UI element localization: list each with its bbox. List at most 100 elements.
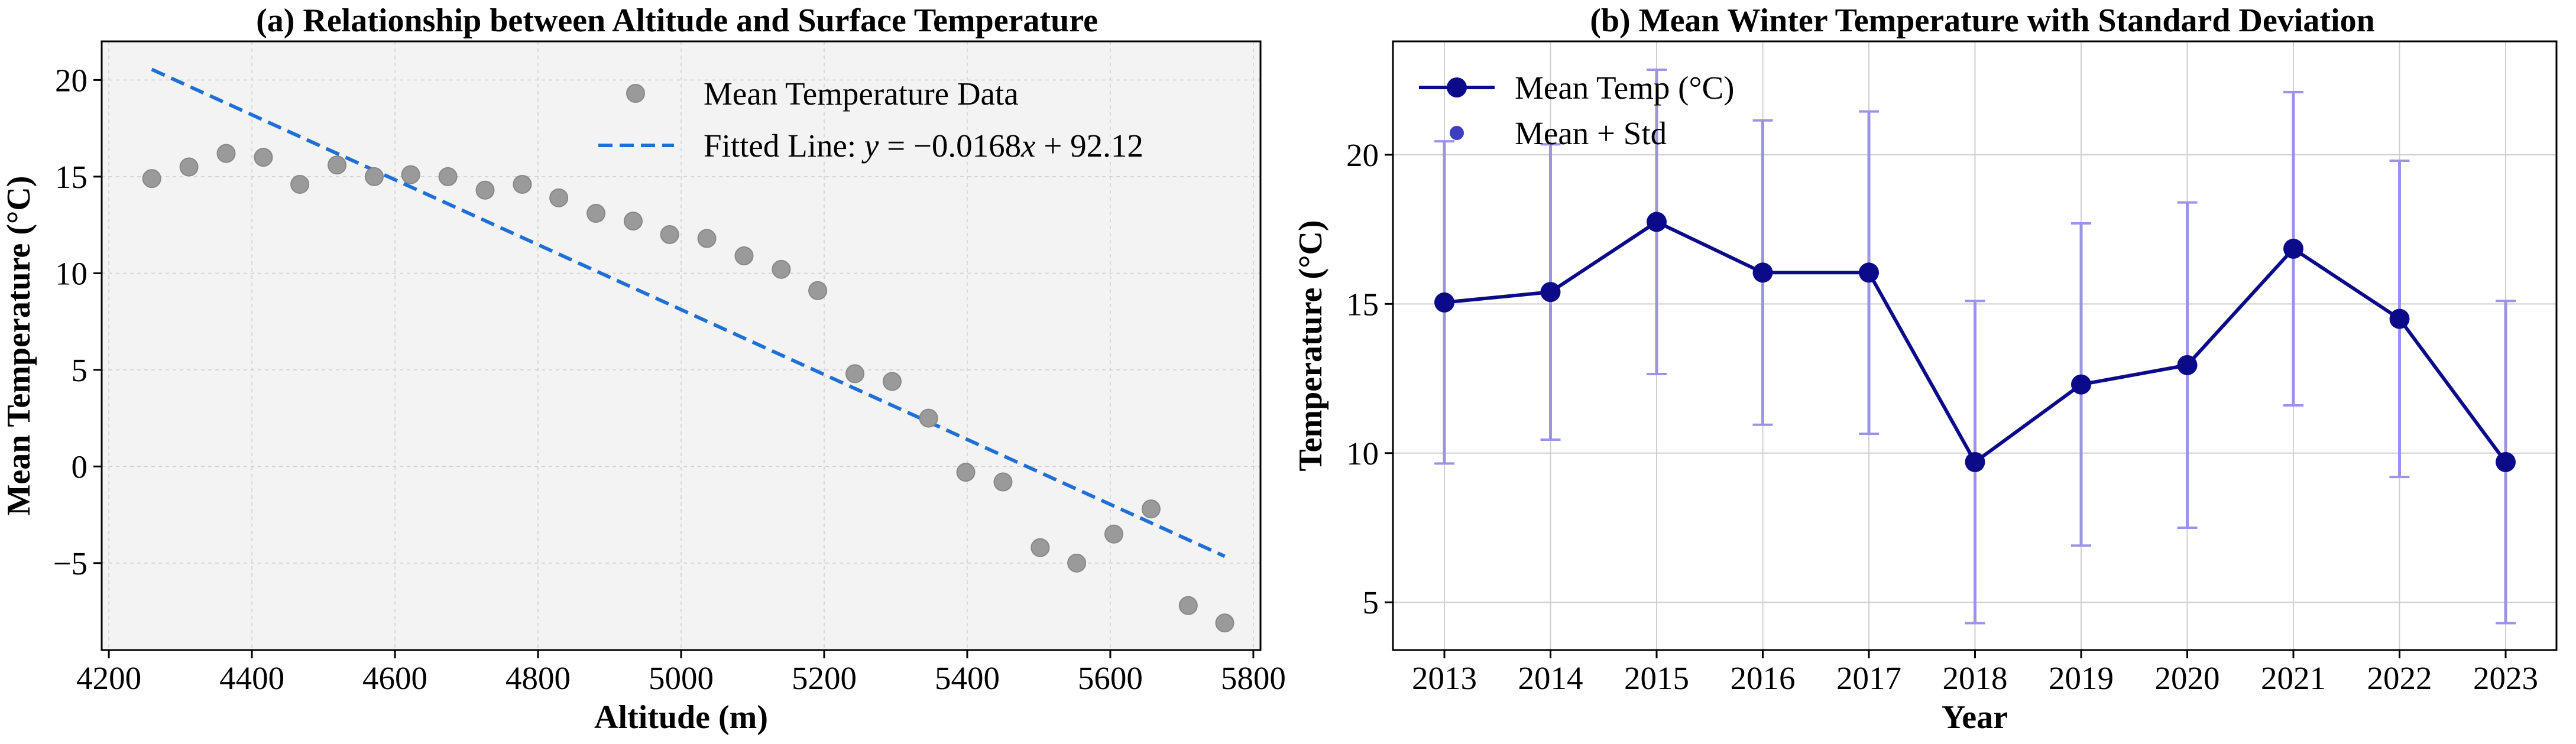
legend-fit-eq-mid: = −0.0168	[879, 128, 1021, 164]
panel-a-data-point	[993, 472, 1013, 492]
panel-a-data-point	[734, 246, 754, 265]
panel-b-y-axis-label: Temperature (°C)	[1292, 220, 1329, 471]
panel-b-x-tick-label: 2015	[1624, 660, 1689, 696]
panel-a-data-point	[216, 144, 236, 163]
panel-a-data-point	[1215, 613, 1234, 633]
panel-a-points	[142, 144, 1234, 633]
panel-b-y-tick-label: 15	[1346, 286, 1379, 322]
panel-b-x-tick-label: 2019	[2049, 660, 2114, 696]
panel-a-data-point	[1141, 499, 1161, 519]
panel-b-data-point	[1434, 292, 1454, 313]
panel-b-y-tick-label: 5	[1363, 584, 1379, 620]
panel-b-data-point	[1647, 212, 1667, 232]
panel-a-y-tick-label: 15	[55, 159, 88, 195]
panel-b-data-point	[2283, 238, 2303, 259]
panel-a-x-tick-label: 5600	[1078, 660, 1143, 696]
legend-std-label: Mean + Std	[1515, 115, 1667, 151]
panel-b-x-tick-label: 2014	[1518, 660, 1583, 696]
panel-b-data-point	[2389, 308, 2410, 329]
panel-a-x-ticks: 4200 4400 4600 4800 5000 5200 5400 5600 5800	[76, 650, 1286, 696]
legend-fit-eq-x: x	[1020, 128, 1036, 164]
panel-a-fit-line	[151, 67, 1226, 558]
panel-b-x-tick-label: 2021	[2261, 660, 2326, 696]
panel-a-x-tick-label: 4400	[219, 660, 284, 696]
legend-std-marker	[1450, 126, 1464, 140]
legend-fit-eq-tail: + 92.12	[1036, 128, 1143, 164]
panel-a-data-point	[475, 180, 495, 200]
panel-b-x-tick-label: 2017	[1836, 660, 1901, 696]
legend-mean-label: Mean Temp (°C)	[1515, 70, 1735, 106]
panel-a-y-tick-label: 10	[55, 255, 88, 291]
panel-a-data-point	[1031, 538, 1050, 557]
panel-a-x-tick-label: 5200	[792, 660, 857, 696]
panel-a-x-tick-label: 5000	[649, 660, 714, 696]
panel-b-data-point	[2071, 374, 2091, 395]
panel-a-data-point	[1104, 524, 1123, 544]
panel-b-data-point	[2496, 451, 2516, 472]
panel-a-data-point	[660, 225, 679, 244]
panel-a-y-tick-label: 20	[55, 62, 88, 98]
panel-a-data-point	[845, 364, 864, 384]
panel-b-x-tick-label: 2016	[1731, 660, 1796, 696]
panel-a-data-point	[401, 165, 420, 184]
panel-a-data-point	[549, 188, 569, 207]
panel-b-y-ticks: 5 10 15 20	[1346, 137, 1393, 620]
panel-a-y-tick-label: 5	[72, 352, 88, 388]
panel-a-x-axis-label: Altitude (m)	[594, 699, 768, 736]
panel-a-data-point	[290, 174, 310, 194]
panel-a-x-tick-label: 4600	[362, 660, 427, 696]
panel-b-x-axis-label: Year	[1942, 699, 2008, 736]
panel-a-data-point	[697, 229, 717, 248]
panel-a-y-tick-label: −5	[53, 545, 88, 581]
panel-a-data-point	[772, 259, 791, 279]
panel-a-x-tick-label: 5400	[935, 660, 1000, 696]
panel-b-data-point	[1752, 262, 1773, 283]
legend-fit-eq-y: y	[861, 128, 879, 164]
panel-b-y-tick-label: 20	[1346, 137, 1379, 173]
panel-a-data-point	[623, 212, 643, 231]
legend-fit-prefix: Fitted Line:	[704, 128, 864, 164]
legend-scatter-label: Mean Temperature Data	[704, 76, 1019, 112]
panel-b-data-point	[1965, 451, 1985, 472]
panel-b-winter-chart: (b) Mean Winter Temperature with Standar…	[1292, 2, 2558, 736]
panel-a-data-point	[513, 174, 532, 194]
panel-a-data-point	[1178, 596, 1198, 615]
panel-a-data-point	[142, 169, 161, 189]
panel-a-y-axis-label: Mean Temperature (°C)	[1, 176, 37, 515]
panel-b-x-tick-label: 2013	[1412, 660, 1477, 696]
panel-b-x-tick-label: 2022	[2367, 660, 2432, 696]
panel-a-data-point	[882, 372, 902, 391]
panel-b-x-tick-label: 2020	[2155, 660, 2220, 696]
panel-a-data-point	[956, 463, 976, 482]
panel-b-points	[1434, 212, 2516, 472]
panel-a-x-tick-label: 5800	[1221, 660, 1286, 696]
legend-fit-line-label: Fitted Line: y = −0.0168x + 92.12	[704, 128, 1143, 164]
panel-b-x-tick-label: 2018	[1943, 660, 2008, 696]
panel-a-x-tick-label: 4800	[506, 660, 571, 696]
panel-b-x-tick-label: 2023	[2473, 660, 2538, 696]
panel-a-altitude-chart: (a) Relationship between Altitude and Su…	[1, 2, 1286, 736]
panel-a-data-point	[587, 204, 606, 223]
panel-b-legend: Mean Temp (°C) Mean + Std	[1419, 70, 1735, 151]
panel-a-title: (a) Relationship between Altitude and Su…	[256, 2, 1098, 39]
panel-a-data-point	[364, 167, 384, 186]
panel-a-legend: Mean Temperature Data Fitted Line: y = −…	[598, 76, 1143, 164]
panel-b-data-point	[2177, 355, 2198, 375]
panel-a-data-point	[919, 408, 938, 428]
panel-a-y-tick-label: 0	[72, 449, 88, 485]
panel-b-y-tick-label: 10	[1346, 436, 1379, 472]
legend-mean-marker	[1447, 77, 1467, 98]
panel-a-data-point	[808, 281, 828, 300]
panel-a-data-point	[1067, 553, 1087, 573]
panel-a-data-point	[179, 157, 199, 177]
panel-b-data-point	[1540, 282, 1561, 303]
panel-a-y-ticks: −5 0 5 10 15 20	[53, 62, 102, 581]
panel-a-data-point	[328, 155, 347, 175]
panel-a-x-tick-label: 4200	[76, 660, 141, 696]
panel-a-data-point	[438, 167, 458, 186]
panel-b-data-point	[1859, 262, 1879, 283]
legend-scatter-marker	[626, 84, 645, 103]
panel-b-title: (b) Mean Winter Temperature with Standar…	[1590, 2, 2374, 39]
panel-b-x-ticks: 2013 2014 2015 2016 2017 2018 2019 2020 2021 2022…	[1412, 650, 2538, 696]
